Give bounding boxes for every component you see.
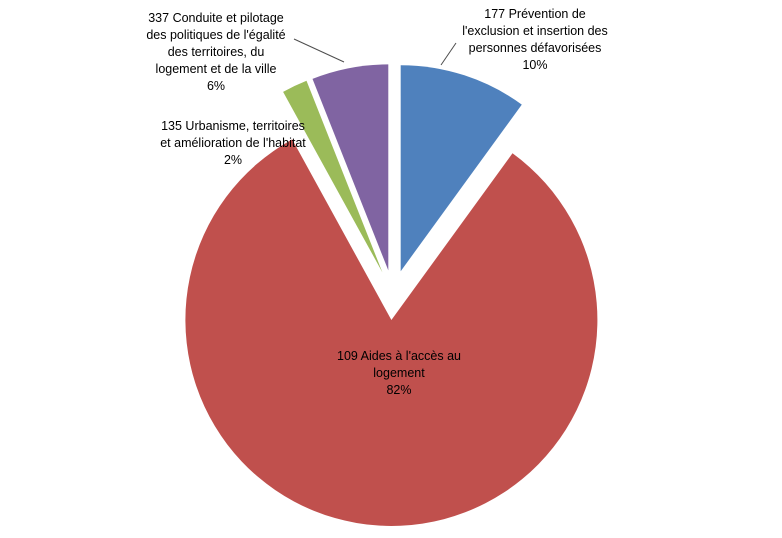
leader-line-conduite xyxy=(293,38,345,63)
label-urbanisme-territoires: 135 Urbanisme, territoires et améliorati… xyxy=(160,119,306,167)
leader-line-prevention xyxy=(440,42,457,66)
label-aides-acces-logement: 109 Aides à l'accès au logement 82% xyxy=(337,349,461,397)
pie-slice-prevention-exclusion xyxy=(400,65,522,272)
pie-slices xyxy=(185,64,598,526)
pie-slice-urbanisme-territoires xyxy=(283,80,383,273)
pie-slice-conduite-pilotage xyxy=(312,64,389,271)
label-conduite-pilotage: 337 Conduite et pilotage des politiques … xyxy=(146,11,286,93)
label-prevention-exclusion: 177 Prévention de l'exclusion et inserti… xyxy=(462,7,608,72)
pie-slice-aides-acces-logement xyxy=(185,139,598,526)
